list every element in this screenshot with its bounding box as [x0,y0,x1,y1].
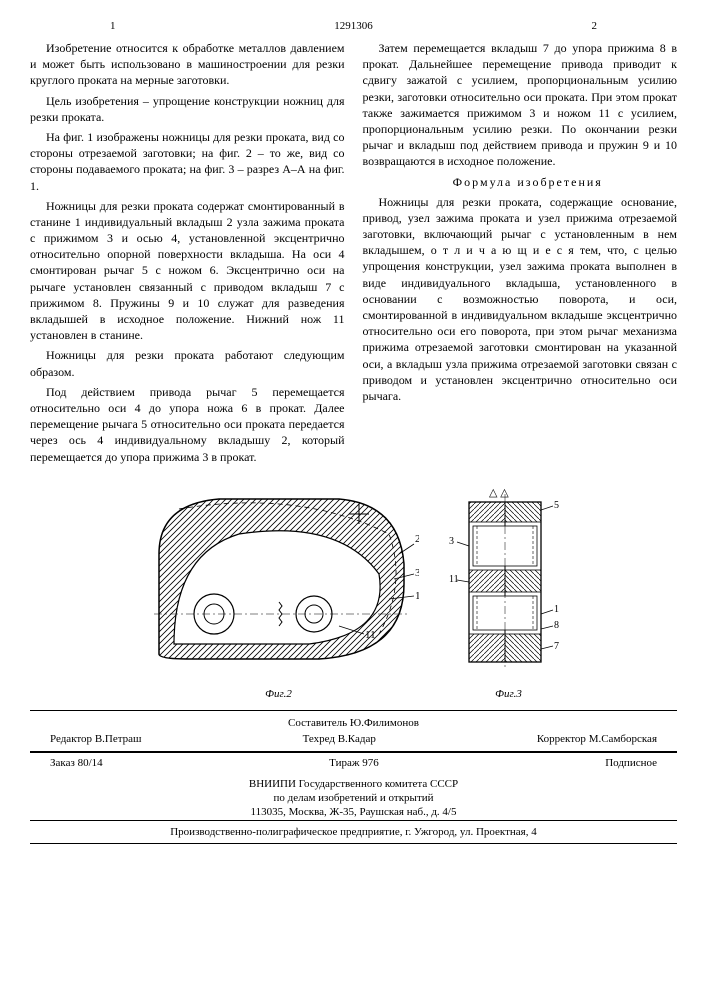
fig2-svg: 2 3 10 11 [139,484,419,684]
fig3-label-11: 11 [449,574,459,585]
para: Ножницы для резки проката содержат смонт… [30,198,345,344]
left-column: Изобретение относится к обработке металл… [30,40,345,469]
formula-title: Формула изобретения [363,174,678,190]
fig3-label-5: 5 [554,500,559,511]
tehred: Техред В.Кадар [303,733,376,745]
fig3-label-8: 8 [554,620,559,631]
fig2-label-3: 3 [415,567,419,579]
page-num-left: 1 [110,20,116,32]
signed: Подписное [605,757,657,769]
page-num-right: 2 [592,20,598,32]
fig2-label-2: 2 [415,533,419,545]
para: Ножницы для резки проката работают следу… [30,347,345,379]
footer-block: ВНИИПИ Государственного комитета СССР по… [30,777,677,844]
fig3-svg: △ △ 5 [449,484,569,684]
para: Изобретение относится к обработке металл… [30,40,345,89]
para: На фиг. 1 изображены ножницы для резки п… [30,129,345,194]
fig2-label-11: 11 [365,629,376,641]
para: Ножницы для резки проката, содержащие ос… [363,194,678,404]
footer-production: Производственно-полиграфическое предприя… [30,820,677,844]
compiler-label: Составитель Ю.Филимонов [288,717,419,729]
right-column: Затем перемещается вкладыш 7 до упора пр… [363,40,678,469]
para: Затем перемещается вкладыш 7 до упора пр… [363,40,678,170]
compiler-row: Составитель Ю.Филимонов [30,715,677,731]
para: Цель изобретения – упрощение конструкции… [30,93,345,125]
figures-row: 2 3 10 11 Фиг.2 △ △ [30,484,677,700]
fig2-label-10: 10 [415,590,419,602]
fig3-caption: Фиг.3 [449,688,569,700]
two-column-body: Изобретение относится к обработке металл… [30,40,677,469]
para: Под действием привода рычаг 5 перемещает… [30,384,345,465]
editor-row: Редактор В.Петраш Техред В.Кадар Коррект… [30,731,677,747]
tirage: Тираж 976 [329,757,379,769]
fig3-label-7: 7 [554,641,559,652]
figure-2: 2 3 10 11 Фиг.2 [139,484,419,700]
order-num: Заказ 80/14 [50,757,103,769]
footer-addr: 113035, Москва, Ж-35, Раушская наб., д. … [30,805,677,819]
figure-3: △ △ 5 [449,484,569,700]
footer-org1: ВНИИПИ Государственного комитета СССР [30,777,677,791]
fig3-top-markers: △ △ [489,487,509,499]
doc-number: 1291306 [334,20,373,32]
fig3-label-3: 3 [449,536,454,547]
editor: Редактор В.Петраш [50,733,142,745]
page-header: 1 1291306 2 [30,20,677,32]
credits-block: Составитель Ю.Филимонов Редактор В.Петра… [30,710,677,752]
footer-org2: по делам изобретений и открытий [30,791,677,805]
order-row: Заказ 80/14 Тираж 976 Подписное [30,752,677,773]
corrector: Корректор М.Самборская [537,733,657,745]
fig3-label-1: 1 [554,604,559,615]
fig2-caption: Фиг.2 [139,688,419,700]
